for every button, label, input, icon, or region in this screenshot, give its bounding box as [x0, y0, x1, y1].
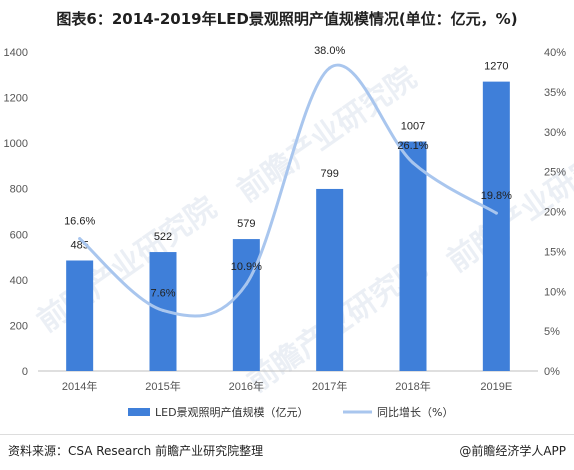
chart-legend: LED景观照明产值规模（亿元） 同比增长（%）: [128, 405, 453, 419]
x-tick-label: 2019E: [480, 381, 512, 393]
bar-data-label: 579: [237, 218, 255, 230]
growth-point: [244, 282, 248, 286]
bar-line-chart: 0 200 400 600 800 1000 1200 1400 0% 5% 10% 15% 20% 25…: [4, 45, 567, 419]
bar-data-label: 1270: [484, 61, 508, 73]
y-left-tick-label: 1200: [4, 93, 28, 105]
y-right-tick-label: 35%: [544, 87, 566, 99]
y-right-tick-label: 10%: [544, 286, 566, 298]
bar: [316, 188, 344, 371]
growth-data-label: 19.8%: [481, 190, 512, 202]
source-note: 资料来源：CSA Research 前瞻产业研究院整理: [8, 444, 264, 458]
growth-data-label: 16.6%: [64, 216, 95, 228]
bar-data-label: 799: [320, 168, 338, 180]
growth-point: [411, 161, 415, 165]
y-right-tick-label: 20%: [544, 207, 566, 219]
growth-line: [78, 63, 498, 318]
growth-data-label: 10.9%: [231, 261, 262, 273]
growth-point: [78, 237, 82, 241]
growth-data-label: 7.6%: [150, 287, 175, 299]
bar: [66, 260, 94, 371]
y-left-tick-label: 1000: [4, 138, 28, 150]
y-left-tick-label: 800: [10, 184, 28, 196]
x-tick-label: 2018年: [395, 379, 430, 393]
y-left-tick-label: 400: [10, 275, 28, 287]
legend-bar-swatch: [128, 408, 150, 416]
plot-area: 0 200 400 600 800 1000 1200 1400 0% 5% 10% 15% 20% 25…: [4, 45, 567, 393]
y-right-tick-label: 30%: [544, 127, 566, 139]
footer-divider: [0, 434, 574, 435]
brand-credit: @前瞻经济学人APP: [459, 444, 566, 458]
bar: [482, 81, 510, 371]
growth-data-label: 38.0%: [314, 45, 345, 57]
growth-point: [328, 66, 332, 70]
growth-point: [494, 211, 498, 215]
y-right-tick-label: 25%: [544, 167, 566, 179]
y-left-tick-label: 600: [10, 229, 28, 241]
bar-data-label: 1007: [401, 121, 425, 133]
y-left-tick-label: 0: [22, 366, 28, 378]
bar: [232, 239, 260, 371]
growth-point: [161, 308, 165, 312]
chart-title: 图表6：2014-2019年LED景观照明产值规模情况(单位：亿元，%): [56, 10, 518, 28]
y-right-tick-label: 15%: [544, 246, 566, 258]
x-tick-label: 2017年: [312, 379, 347, 393]
y-right-tick-label: 5%: [544, 326, 560, 338]
growth-data-label: 26.1%: [397, 140, 428, 152]
bar-data-label: 522: [154, 231, 172, 243]
y-left-tick-label: 1400: [4, 47, 28, 59]
legend-bar-label: LED景观照明产值规模（亿元）: [155, 405, 309, 419]
y-right-tick-label: 0%: [544, 366, 560, 378]
y-right-tick-label: 40%: [544, 47, 566, 59]
x-tick-label: 2015年: [145, 379, 180, 393]
bar: [399, 141, 427, 371]
legend-line-label: 同比增长（%）: [377, 405, 453, 419]
x-tick-label: 2016年: [229, 379, 264, 393]
y-left-tick-label: 200: [10, 320, 28, 332]
x-tick-label: 2014年: [62, 379, 97, 393]
